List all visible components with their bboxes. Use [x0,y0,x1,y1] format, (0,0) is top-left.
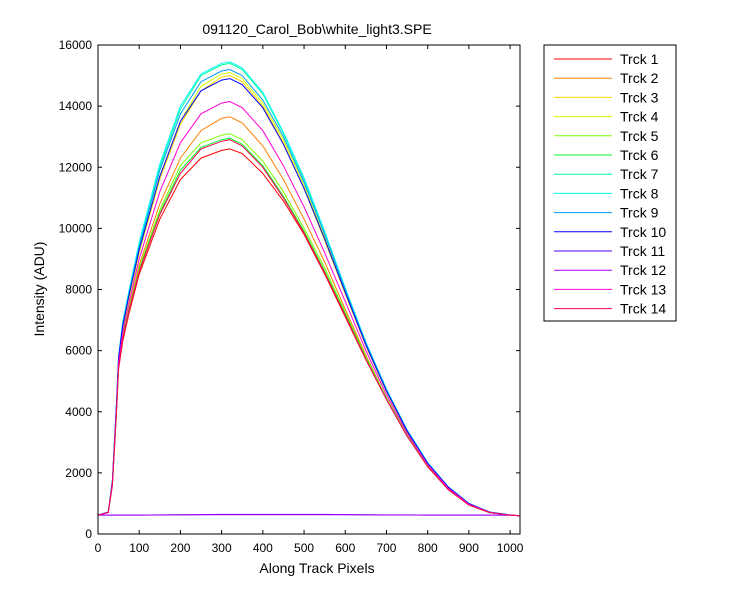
plot-area: 0 100 200 300 400 500 600 700 800 900 1000 0 2000 40… [59,38,524,555]
x-tick-label: 700 [376,541,396,555]
y-tick-label: 16000 [59,38,93,52]
series-line-1 [97,148,521,517]
x-tick-label: 800 [418,541,438,555]
legend-label: Trck 9 [620,205,659,221]
series-line-9 [97,68,521,517]
x-tick-label: 400 [253,541,273,555]
x-tick-label: 0 [95,541,102,555]
legend-box [543,44,677,322]
legend-label: Trck 10 [620,224,666,240]
y-tick-label: 14000 [59,99,93,113]
legend-label: Trck 14 [620,301,666,317]
legend-label: Trck 12 [620,262,666,278]
chart-title: 091120_Carol_Bob\white_light3.SPE [202,21,431,37]
y-tick-label: 0 [85,527,92,541]
series-layer [97,61,521,517]
x-tick-label: 900 [459,541,479,555]
y-axis-label: Intensity (ADU) [31,242,47,337]
series-line-4 [97,71,521,517]
y-tick-label: 4000 [65,405,92,419]
x-axis-ticks: 0 100 200 300 400 500 600 700 800 900 1000 [95,45,524,555]
x-tick-label: 100 [129,541,149,555]
series-line-3 [97,75,521,517]
series-line-10 [97,78,521,517]
plot-frame [97,44,521,535]
x-tick-label: 600 [335,541,355,555]
legend-label: Trck 1 [620,51,659,67]
x-tick-label: 500 [294,541,314,555]
y-tick-label: 6000 [65,344,92,358]
legend-label: Trck 5 [620,128,659,144]
y-tick-label: 10000 [59,221,93,235]
y-tick-label: 12000 [59,160,93,174]
y-tick-label: 2000 [65,466,92,480]
x-tick-label: 300 [212,541,232,555]
series-line-7 [97,62,521,517]
x-axis-label: Along Track Pixels [259,560,374,576]
series-line-14 [97,139,521,517]
legend-label: Trck 6 [620,147,659,163]
series-line-13 [97,100,521,517]
legend-label: Trck 11 [620,243,665,259]
legend-label: Trck 4 [620,109,659,125]
x-tick-label: 1000 [497,541,524,555]
legend-label: Trck 13 [620,281,666,297]
y-axis-ticks: 0 2000 4000 6000 8000 10000 12000 14000 16000 [59,38,520,541]
series-line-12 [98,514,521,517]
y-tick-label: 8000 [65,283,92,297]
legend-label: Trck 3 [620,89,659,105]
x-tick-label: 200 [170,541,190,555]
legend: Trck 1 Trck 2 Trck 3 Trck 4 Trck 5 Trck 6 Trck… [543,44,677,322]
legend-label: Trck 7 [620,166,659,182]
legend-label: Trck 2 [620,70,659,86]
legend-label: Trck 8 [620,185,659,201]
series-line-8 [97,61,521,517]
